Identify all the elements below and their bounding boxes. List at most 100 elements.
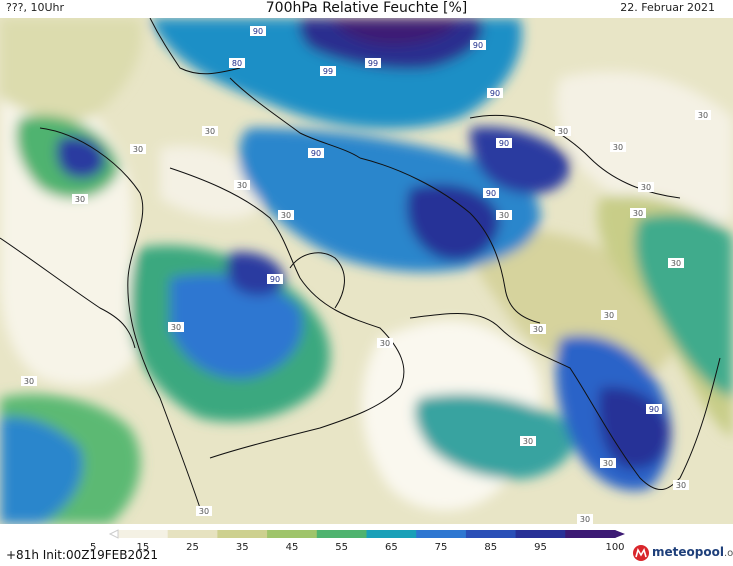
- color-legend: 5 15 25 35 45 55 65 75 85 95 100: [90, 529, 625, 553]
- contour-label: 30: [202, 126, 218, 136]
- legend-tick-label: 45: [286, 542, 299, 553]
- svg-text:90: 90: [311, 149, 321, 158]
- contour-label: 30: [130, 144, 146, 154]
- legend-bin: [316, 530, 367, 538]
- coastlines: [0, 18, 721, 509]
- forecast-time-label: ???, 10Uhr: [6, 1, 65, 14]
- run-info: +81h Init:00Z19FEB2021: [6, 548, 158, 562]
- humidity-map: 90 80 99 99 90 90 90 30 30 30 30 30 30 9…: [0, 18, 733, 524]
- legend-bin: [565, 530, 616, 538]
- map-title: 700hPa Relative Feuchte [%]: [265, 0, 468, 16]
- contour-label: 30: [377, 338, 393, 348]
- svg-text:30: 30: [558, 127, 568, 136]
- legend-tick-label: 55: [335, 542, 348, 553]
- svg-text:30: 30: [676, 481, 686, 490]
- brand-name: meteopool: [652, 545, 724, 559]
- svg-text:30: 30: [237, 181, 247, 190]
- legend-bin: [167, 530, 218, 538]
- legend-tick-label: 100: [605, 542, 624, 553]
- svg-text:30: 30: [171, 323, 181, 332]
- svg-text:90: 90: [486, 189, 496, 198]
- svg-text:30: 30: [75, 195, 85, 204]
- legend-tick-label: 35: [236, 542, 249, 553]
- meteopool-logo-icon: [633, 545, 649, 561]
- contour-label: 30: [601, 310, 617, 320]
- contour-label: 30: [610, 142, 626, 152]
- legend-tick-labels: 5 15 25 35 45 55 65 75 85 95 100: [90, 542, 625, 553]
- contour-label: 30: [234, 180, 250, 190]
- contour-label: 30: [577, 514, 593, 524]
- legend-tick-label: 85: [484, 542, 497, 553]
- contour-label: 30: [278, 210, 294, 220]
- contour-labels: 90 80 99 99 90 90 90 30 30 30 30 30 30 9…: [21, 26, 711, 524]
- svg-text:90: 90: [270, 275, 280, 284]
- contour-label: 99: [320, 66, 336, 76]
- svg-text:30: 30: [523, 437, 533, 446]
- contour-label: 30: [673, 480, 689, 490]
- contour-label: 99: [365, 58, 381, 68]
- svg-text:30: 30: [533, 325, 543, 334]
- contour-label: 90: [250, 26, 266, 36]
- contour-label: 30: [168, 322, 184, 332]
- contour-label: 30: [530, 324, 546, 334]
- legend-bin: [416, 530, 467, 538]
- contour-label: 90: [470, 40, 486, 50]
- contour-label: 30: [520, 436, 536, 446]
- legend-bin: [366, 530, 417, 538]
- contour-label: 90: [483, 188, 499, 198]
- contour-label: 90: [308, 148, 324, 158]
- svg-text:30: 30: [603, 459, 613, 468]
- svg-text:30: 30: [199, 507, 209, 516]
- svg-text:90: 90: [490, 89, 500, 98]
- svg-text:30: 30: [205, 127, 215, 136]
- contour-label: 30: [668, 258, 684, 268]
- contour-label: 30: [555, 126, 571, 136]
- legend-tick-label: 75: [435, 542, 448, 553]
- svg-text:30: 30: [641, 183, 651, 192]
- contour-label: 30: [600, 458, 616, 468]
- svg-text:90: 90: [473, 41, 483, 50]
- contour-label: 30: [196, 506, 212, 516]
- legend-arrow-low: [108, 529, 119, 539]
- brand-tld: .org: [723, 548, 733, 559]
- contour-label: 90: [646, 404, 662, 414]
- svg-text:90: 90: [253, 27, 263, 36]
- footer: 5 15 25 35 45 55 65 75 85 95 100 +81h Init:00Z19FE…: [0, 524, 733, 566]
- humidity-field: [0, 18, 733, 524]
- svg-text:90: 90: [499, 139, 509, 148]
- header: ???, 10Uhr 700hPa Relative Feuchte [%] 2…: [0, 0, 733, 18]
- svg-text:30: 30: [613, 143, 623, 152]
- contour-label: 90: [487, 88, 503, 98]
- svg-text:30: 30: [499, 211, 509, 220]
- contour-label: 30: [72, 194, 88, 204]
- svg-text:80: 80: [232, 59, 242, 68]
- contour-label: 90: [267, 274, 283, 284]
- legend-bin: [217, 530, 268, 538]
- forecast-date: 22. Februar 2021: [620, 1, 715, 14]
- svg-text:30: 30: [604, 311, 614, 320]
- contour-label: 30: [638, 182, 654, 192]
- contour-label: 30: [695, 110, 711, 120]
- svg-text:30: 30: [380, 339, 390, 348]
- contour-label: 30: [630, 208, 646, 218]
- svg-text:30: 30: [281, 211, 291, 220]
- legend-tick-label: 95: [534, 542, 547, 553]
- svg-text:30: 30: [24, 377, 34, 386]
- legend-bin: [118, 530, 169, 538]
- contour-label: 90: [496, 138, 512, 148]
- svg-text:99: 99: [368, 59, 378, 68]
- legend-bin: [465, 530, 517, 538]
- legend-tick-label: 5: [90, 542, 96, 553]
- legend-bin: [515, 530, 566, 538]
- svg-text:30: 30: [580, 515, 590, 524]
- contour-label: 30: [21, 376, 37, 386]
- contour-label: 80: [229, 58, 245, 68]
- meteopool-logo[interactable]: meteopool.org: [632, 544, 733, 564]
- legend-tick-label: 65: [385, 542, 398, 553]
- svg-text:99: 99: [323, 67, 333, 76]
- legend-arrow-high: [615, 530, 625, 538]
- svg-text:30: 30: [633, 209, 643, 218]
- legend-color-bins: [108, 529, 625, 539]
- svg-text:30: 30: [671, 259, 681, 268]
- legend-tick-label: 25: [186, 542, 199, 553]
